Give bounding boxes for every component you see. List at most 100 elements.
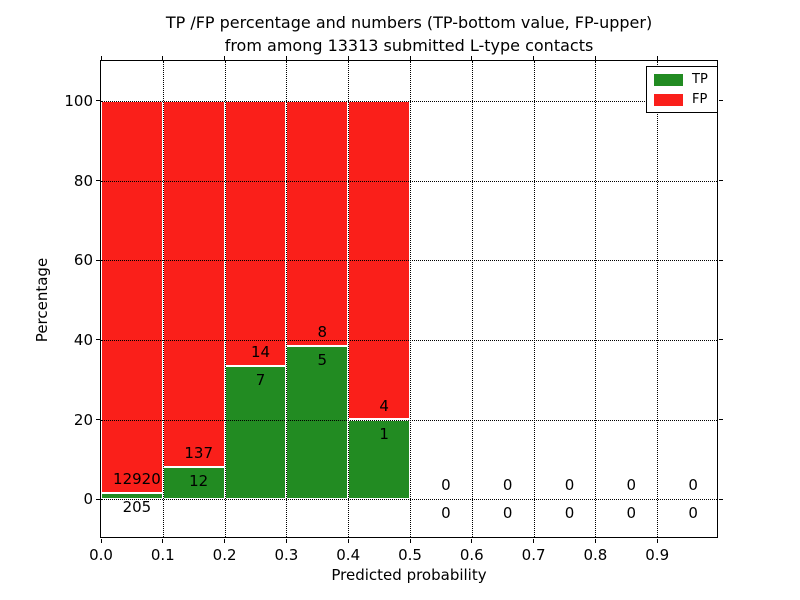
x-tick-mark bbox=[533, 539, 535, 543]
x-tick-mark bbox=[347, 539, 349, 543]
legend-item-tp: TP bbox=[654, 72, 708, 87]
bar-fp-count-label: 8 bbox=[317, 322, 328, 341]
x-tick-mark-top bbox=[285, 56, 287, 60]
y-tick-label: 20 bbox=[73, 410, 93, 429]
legend-swatch-fp bbox=[654, 93, 683, 106]
bar-fp-count-label: 0 bbox=[688, 476, 698, 495]
bar-tp-count-label: 7 bbox=[255, 371, 266, 390]
bar-fp-count-label: 0 bbox=[626, 476, 637, 495]
chart-title-line2: from among 13313 submitted L-type contac… bbox=[224, 36, 594, 55]
bar-tp-segment bbox=[162, 467, 225, 500]
x-tick-mark-top bbox=[409, 56, 411, 60]
x-tick-mark-top bbox=[656, 56, 658, 60]
plot-area: 0.0 0.1 0.2 0.3 0.4 0.5 0.6 0.7 0.8 0.9 0 20 40 60 80 1… bbox=[64, 56, 723, 564]
x-tick-label: 0.0 bbox=[89, 546, 113, 564]
x-tick-label: 0.1 bbox=[150, 546, 175, 564]
gridline-vertical bbox=[657, 61, 659, 537]
y-tick-mark-right bbox=[719, 419, 723, 420]
bar-fp-count-label: 14 bbox=[250, 343, 271, 362]
x-tick-label: 0.2 bbox=[212, 546, 237, 564]
x-tick-mark-top bbox=[533, 56, 535, 60]
x-tick-mark-top bbox=[100, 56, 102, 60]
x-tick-mark-top bbox=[162, 56, 164, 60]
bar-fp-count-label: 12920 bbox=[113, 469, 161, 488]
bar-fp-count-label: 0 bbox=[564, 476, 575, 495]
legend: TP FP bbox=[646, 66, 718, 113]
gridline-vertical bbox=[286, 61, 288, 537]
x-axis-title: Predicted probability bbox=[331, 566, 487, 584]
x-tick-mark bbox=[162, 539, 164, 543]
gridline-horizontal bbox=[101, 499, 717, 501]
bar-fp-count-label: 137 bbox=[184, 444, 214, 463]
y-tick-label: 100 bbox=[64, 91, 93, 110]
bar-tp-count-label: 12 bbox=[189, 472, 209, 491]
bar-tp-segment bbox=[101, 492, 163, 500]
y-tick-mark bbox=[96, 259, 100, 261]
x-tick-mark bbox=[224, 539, 226, 543]
gridline-vertical bbox=[595, 61, 597, 537]
y-tick-label: 0 bbox=[83, 490, 93, 509]
y-tick-mark-right bbox=[719, 180, 723, 181]
y-tick-mark bbox=[96, 419, 100, 420]
y-tick-mark bbox=[96, 100, 100, 102]
y-axis-title: Percentage bbox=[33, 257, 51, 343]
legend-label-tp: TP bbox=[692, 72, 708, 87]
y-tick-label: 80 bbox=[73, 171, 93, 190]
legend-swatch-tp bbox=[654, 73, 683, 86]
gridline-vertical bbox=[410, 61, 411, 537]
bar-tp-count-label: 5 bbox=[317, 350, 328, 369]
x-tick-label: 0.4 bbox=[336, 546, 361, 564]
bar-fp-segment bbox=[101, 100, 163, 493]
gridline-horizontal bbox=[101, 180, 717, 182]
bar-tp-count-label: 0 bbox=[688, 504, 698, 523]
y-tick-mark bbox=[96, 180, 100, 181]
bar-tp-count-label: 205 bbox=[122, 497, 152, 516]
y-tick-mark-right bbox=[719, 100, 723, 102]
gridline-horizontal bbox=[101, 339, 717, 341]
bar-tp-segment bbox=[348, 419, 410, 500]
bar-fp-count-label: 0 bbox=[441, 476, 451, 495]
x-tick-mark-top bbox=[347, 56, 349, 60]
x-tick-label: 0.5 bbox=[398, 546, 422, 564]
x-tick-mark bbox=[656, 539, 658, 543]
gridline-vertical bbox=[533, 61, 535, 537]
y-tick-mark bbox=[96, 498, 100, 500]
gridline-vertical bbox=[471, 61, 473, 537]
x-tick-mark bbox=[285, 539, 287, 543]
bar-tp-count-label: 1 bbox=[379, 424, 389, 443]
x-tick-mark bbox=[594, 539, 596, 543]
bar-fp-segment bbox=[224, 100, 287, 367]
y-tick-mark-right bbox=[719, 339, 723, 341]
gridline-vertical bbox=[162, 61, 164, 537]
gridline-horizontal bbox=[101, 100, 717, 102]
legend-item-fp: FP bbox=[654, 92, 708, 107]
bar-tp-count-label: 0 bbox=[564, 504, 575, 523]
x-tick-label: 0.3 bbox=[274, 546, 299, 564]
x-tick-mark bbox=[100, 539, 102, 543]
x-tick-label: 0.9 bbox=[645, 546, 670, 564]
x-tick-mark-top bbox=[224, 56, 226, 60]
bar-tp-count-label: 0 bbox=[626, 504, 637, 523]
x-tick-mark-top bbox=[471, 56, 473, 60]
y-tick-label: 60 bbox=[73, 251, 93, 270]
bar-tp-segment bbox=[286, 345, 349, 500]
gridline-vertical bbox=[224, 61, 226, 537]
gridline-horizontal bbox=[101, 260, 717, 262]
bar-fp-segment bbox=[162, 100, 225, 468]
x-tick-label: 0.8 bbox=[583, 546, 608, 564]
y-tick-mark bbox=[96, 339, 100, 341]
x-tick-label: 0.7 bbox=[521, 546, 546, 564]
x-tick-mark bbox=[471, 539, 473, 543]
chart-title-line1: TP /FP percentage and numbers (TP-bottom… bbox=[165, 13, 653, 32]
gridline-horizontal bbox=[101, 419, 717, 421]
bar-fp-count-label: 0 bbox=[502, 476, 513, 495]
bar-tp-count-label: 0 bbox=[502, 504, 513, 523]
x-tick-mark bbox=[409, 539, 411, 543]
y-tick-mark-right bbox=[719, 259, 723, 261]
bar-tp-count-label: 0 bbox=[441, 504, 451, 523]
y-tick-mark-right bbox=[719, 498, 723, 500]
bar-fp-segment bbox=[286, 100, 349, 346]
x-tick-label: 0.6 bbox=[459, 546, 484, 564]
x-tick-mark-top bbox=[594, 56, 596, 60]
